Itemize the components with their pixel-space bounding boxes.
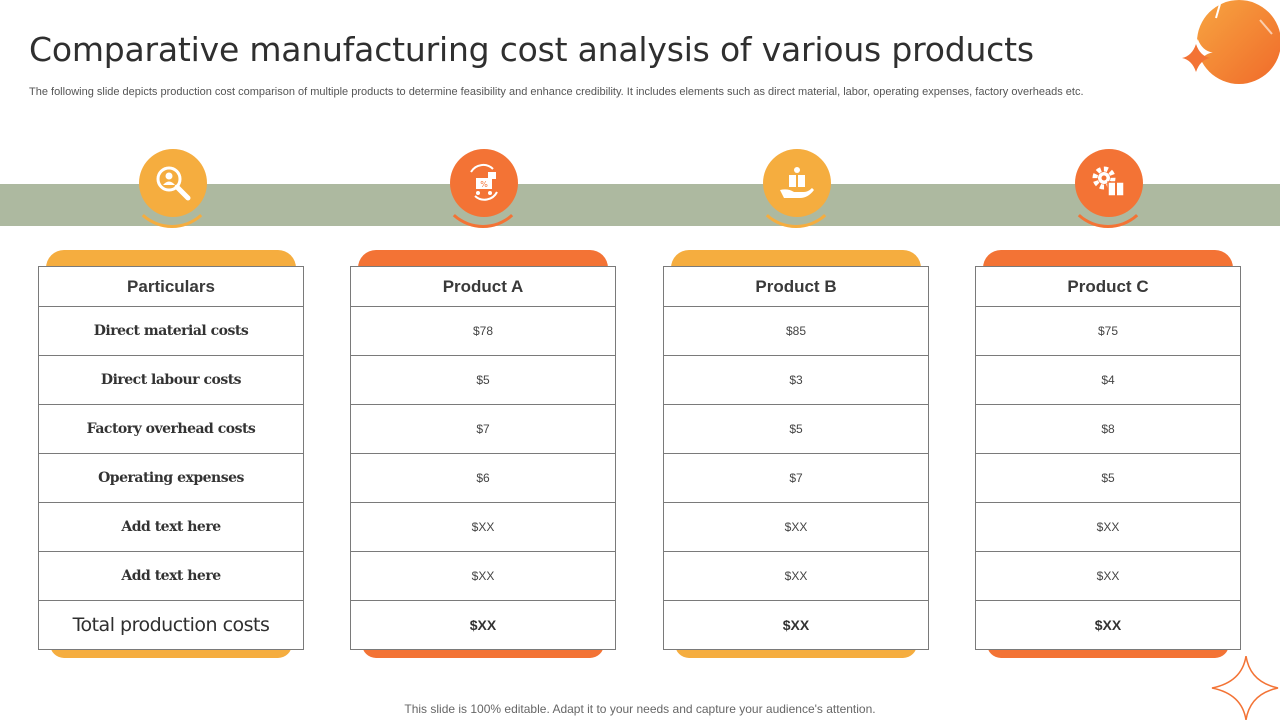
- column-header: Product B: [664, 267, 928, 307]
- product-b-table: Product B $85 $3 $5 $7 $XX $XX $XX: [663, 266, 929, 650]
- table-cell: $XX: [664, 503, 928, 552]
- star-decoration: [1211, 656, 1279, 720]
- icon-group-product-a: %: [441, 146, 533, 230]
- product-a-table: Product A $78 $5 $7 $6 $XX $XX $XX: [350, 266, 616, 650]
- table-cell: $4: [976, 356, 1240, 405]
- product-c-table: Product C $75 $4 $8 $5 $XX $XX $XX: [975, 266, 1241, 650]
- row-label: Add text here: [39, 552, 303, 601]
- table-cell: $6: [351, 454, 615, 503]
- column-header: Product C: [976, 267, 1240, 307]
- hand-gift-icon: [763, 149, 831, 217]
- row-label: Factory overhead costs: [39, 405, 303, 454]
- table-cell: $75: [976, 307, 1240, 356]
- svg-text:%: %: [480, 180, 488, 189]
- column-header: Product A: [351, 267, 615, 307]
- gear-box-icon: [1075, 149, 1143, 217]
- shopping-cart-discount-icon: %: [450, 149, 518, 217]
- corner-sun-decoration: [1182, 0, 1280, 84]
- table-cell: $8: [976, 405, 1240, 454]
- row-label-total: Total production costs: [72, 614, 270, 636]
- table-cell-total: $XX: [782, 617, 810, 633]
- icon-group-particulars: [130, 146, 222, 230]
- row-label: Direct labour costs: [39, 356, 303, 405]
- table-cell: $5: [976, 454, 1240, 503]
- table-cell: $XX: [664, 552, 928, 601]
- table-cell: $3: [664, 356, 928, 405]
- particulars-table: Particulars Direct material costs Direct…: [38, 266, 304, 650]
- table-cell: $XX: [351, 503, 615, 552]
- table-cell: $7: [664, 454, 928, 503]
- table-cell-total: $XX: [469, 617, 497, 633]
- table-cell: $85: [664, 307, 928, 356]
- table-cell: $XX: [351, 552, 615, 601]
- row-label: Operating expenses: [39, 454, 303, 503]
- table-cell: $XX: [976, 552, 1240, 601]
- column-header: Particulars: [39, 267, 303, 307]
- page-subtitle: The following slide depicts production c…: [29, 86, 1084, 98]
- table-cell: $5: [664, 405, 928, 454]
- row-label: Direct material costs: [39, 307, 303, 356]
- footer-note: This slide is 100% editable. Adapt it to…: [404, 702, 876, 716]
- table-cell: $78: [351, 307, 615, 356]
- table-cell: $XX: [976, 503, 1240, 552]
- table-cell: $5: [351, 356, 615, 405]
- magnifier-person-icon: [139, 149, 207, 217]
- table-cell: $7: [351, 405, 615, 454]
- row-label: Add text here: [39, 503, 303, 552]
- table-cell-total: $XX: [1094, 617, 1122, 633]
- icon-group-product-c: [1066, 146, 1158, 230]
- page-title: Comparative manufacturing cost analysis …: [29, 30, 1034, 69]
- icon-group-product-b: [754, 146, 846, 230]
